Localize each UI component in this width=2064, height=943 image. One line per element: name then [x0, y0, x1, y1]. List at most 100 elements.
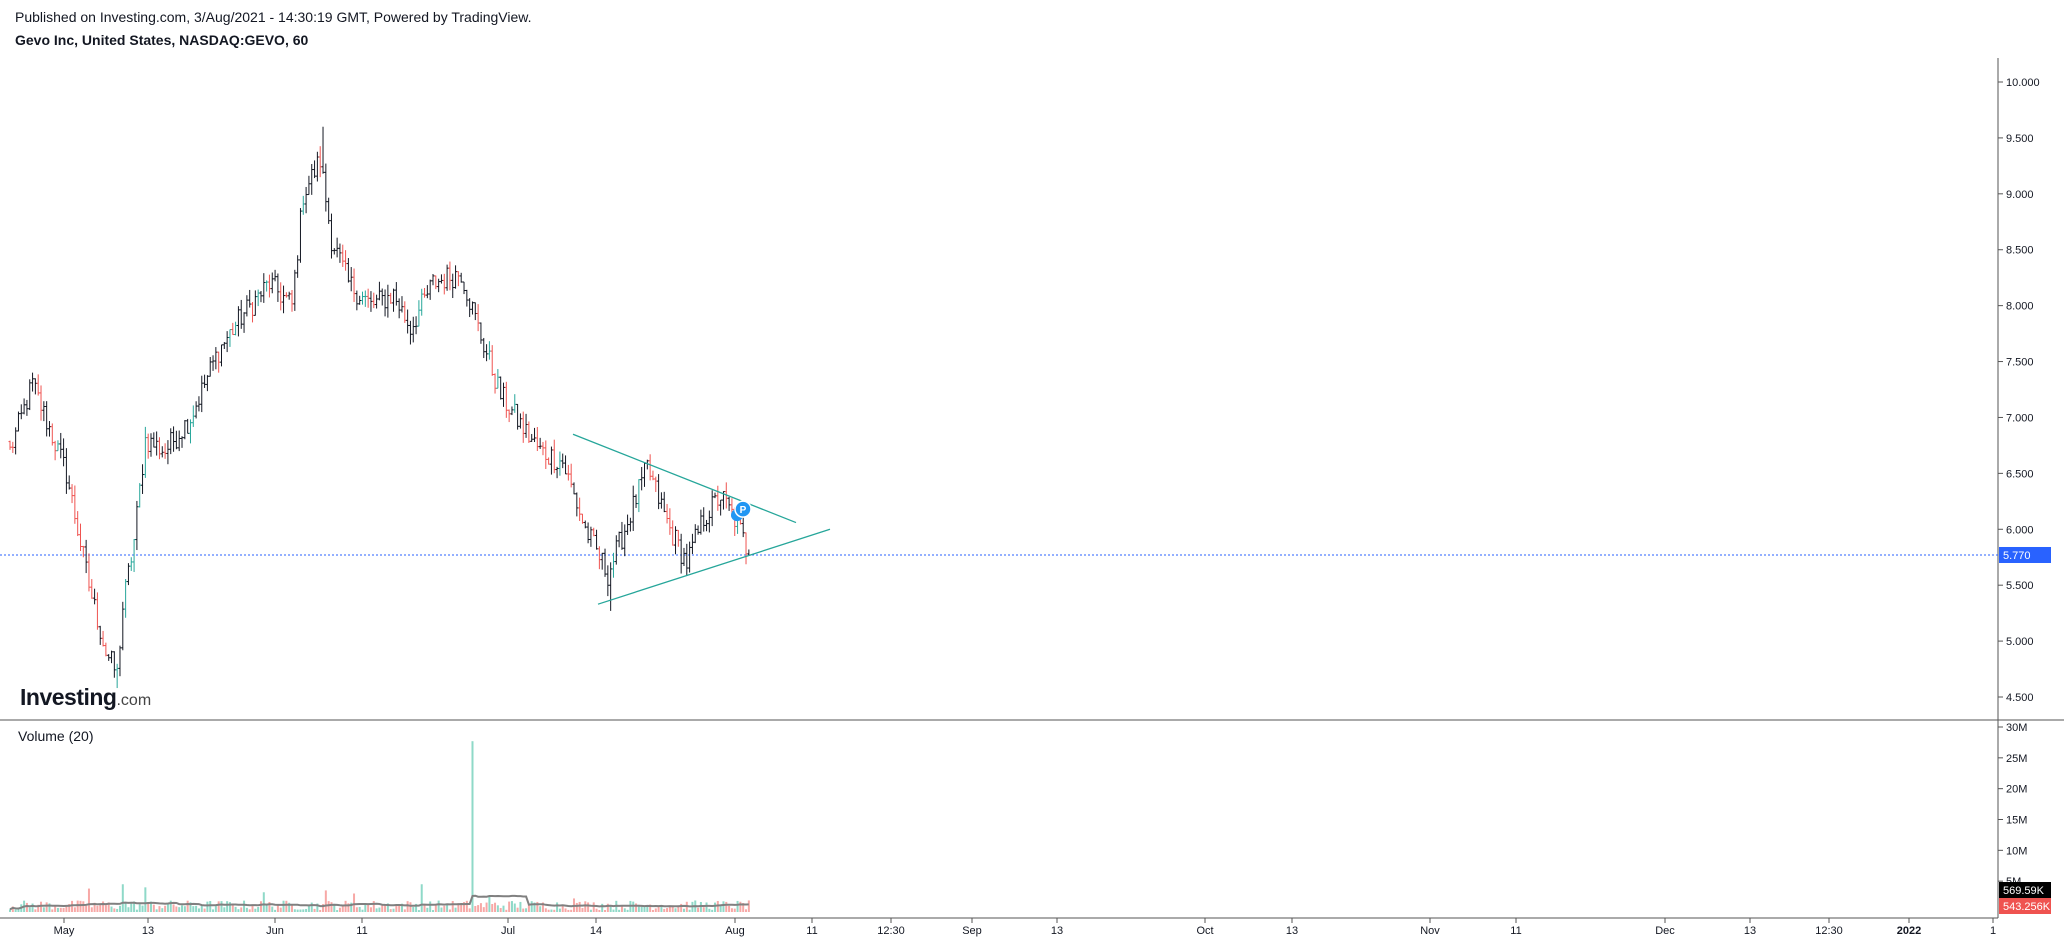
volume-bar — [152, 904, 155, 912]
volume-bar — [248, 909, 251, 912]
volume-bar — [674, 908, 677, 912]
volume-bar — [65, 906, 68, 912]
volume-bar — [446, 904, 449, 912]
volume-bar — [457, 903, 460, 912]
time-tick-label: 2022 — [1897, 925, 1921, 937]
trendlines[interactable] — [572, 433, 831, 605]
volume-bar — [282, 900, 285, 912]
volume-bar — [186, 900, 189, 912]
volume-bar — [197, 908, 200, 912]
volume-bar — [99, 904, 102, 912]
price-tick-label: 5.000 — [2006, 636, 2034, 648]
volume-bar — [313, 908, 316, 912]
volume-bar — [733, 908, 736, 912]
volume-bar — [37, 904, 40, 912]
time-tick-label: 12:30 — [877, 925, 905, 937]
price-axis: 10.000 9.500 9.000 8.500 8.000 7.500 7.000 6.50… — [1998, 77, 2040, 704]
volume-bar — [262, 892, 265, 912]
volume-bar — [651, 910, 654, 912]
volume-bar — [220, 901, 223, 912]
volume-bar — [403, 909, 406, 912]
time-tick-label: 12:30 — [1815, 925, 1843, 937]
volume-bar — [367, 904, 370, 912]
volume-bar — [274, 909, 277, 912]
price-tick-label: 6.000 — [2006, 524, 2034, 536]
volume-bar — [330, 902, 333, 912]
volume-bar — [87, 888, 90, 912]
volume-bar — [350, 902, 353, 912]
volume-bar — [488, 896, 491, 912]
volume-bar — [663, 908, 666, 912]
volume-bar — [45, 902, 48, 912]
volume-bar — [347, 903, 350, 912]
price-tick-label: 4.500 — [2006, 692, 2034, 704]
volume-bar — [389, 909, 392, 912]
volume-bar — [361, 909, 364, 912]
volume-bar — [587, 902, 590, 912]
volume-bar — [76, 900, 79, 912]
volume-bar — [578, 901, 581, 912]
volume-tick-label: 15M — [2006, 815, 2027, 827]
triangle-trendline — [572, 433, 797, 524]
volume-bar — [510, 901, 513, 912]
volume-bar — [279, 907, 282, 912]
volume-bar — [460, 903, 463, 912]
volume-ma-tag-bg — [1999, 898, 2051, 914]
volume-bar — [604, 909, 607, 912]
volume-bar — [302, 909, 305, 912]
volume-bar — [130, 903, 133, 912]
volume-tick-label: 10M — [2006, 845, 2027, 857]
volume-bar — [434, 903, 437, 912]
volume-bar — [203, 908, 206, 912]
volume-bar — [169, 900, 172, 912]
volume-bar — [381, 905, 384, 912]
volume-bar — [265, 904, 268, 912]
price-tick-label: 10.000 — [2006, 77, 2040, 89]
last-price-tag-bg — [1999, 546, 2051, 563]
published-caption: Published on Investing.com, 3/Aug/2021 -… — [15, 9, 532, 25]
volume-bar — [237, 909, 240, 912]
volume-bar — [223, 907, 226, 912]
volume-bar — [127, 907, 130, 912]
volume-bar — [9, 909, 11, 912]
volume-bar — [141, 905, 144, 912]
time-tick-label: 11 — [356, 925, 367, 937]
volume-bar — [322, 904, 325, 912]
volume-tick-label: 20M — [2006, 784, 2027, 796]
volume-bar — [477, 905, 480, 912]
volume-bar — [288, 902, 291, 912]
volume-bar — [209, 901, 212, 912]
volume-bar — [708, 908, 711, 912]
volume-bar — [293, 909, 296, 912]
time-tick-label: 13 — [142, 925, 154, 937]
alert-marker[interactable]: P — [731, 500, 752, 522]
volume-bar — [82, 901, 85, 912]
volume-bar — [17, 908, 20, 912]
volume-bar — [553, 909, 556, 912]
volume-bar — [550, 909, 553, 912]
volume-bar — [358, 906, 361, 912]
volume-bar — [305, 908, 308, 912]
time-tick-label: 14 — [590, 925, 602, 937]
volume-bar — [666, 908, 669, 912]
volume-bar — [62, 907, 65, 912]
volume-bar — [285, 900, 288, 912]
volume-bar — [118, 905, 121, 912]
marker-circle — [734, 500, 752, 518]
volume-bar — [307, 905, 310, 912]
volume-bar — [536, 901, 539, 912]
price-bars — [8, 126, 751, 689]
volume-bar — [730, 908, 733, 912]
volume-bar — [336, 910, 339, 912]
volume-bar — [589, 909, 592, 912]
time-tick-label: Jul — [501, 925, 515, 937]
volume-bar — [722, 901, 725, 912]
volume-bar — [240, 907, 243, 912]
volume-bar — [505, 909, 508, 912]
volume-bar — [668, 906, 671, 912]
price-tick-label: 5.500 — [2006, 580, 2034, 592]
volume-tick-label: 30M — [2006, 722, 2027, 734]
volume-bar — [296, 909, 299, 912]
time-axis: May 13 Jun 11 Jul 14 Aug 11 12:30 Sep 13 Oct 13 Nov 11… — [54, 918, 1996, 937]
